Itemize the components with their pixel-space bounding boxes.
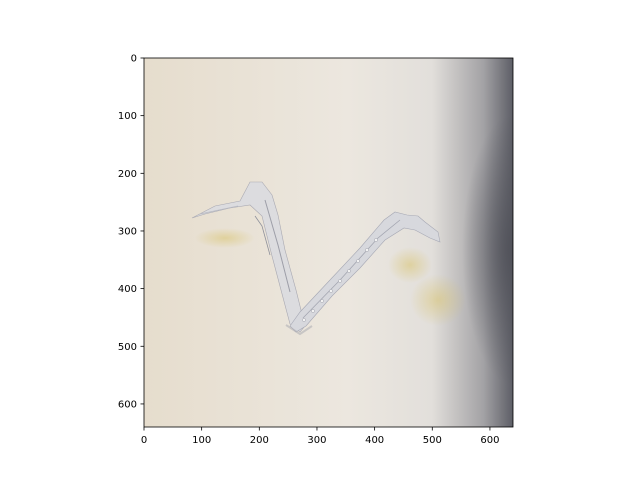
x-tick-label: 300	[307, 435, 326, 446]
x-tick-label: 400	[365, 435, 384, 446]
y-tick-label: 200	[118, 169, 137, 180]
x-axis: 0 100 200 300 400 500 600	[141, 427, 499, 446]
y-tick-label: 500	[118, 342, 137, 353]
x-tick-label: 200	[250, 435, 269, 446]
x-tick-label: 0	[141, 435, 147, 446]
y-tick-label: 300	[118, 226, 137, 237]
y-tick-label: 100	[118, 111, 137, 122]
y-tick-label: 600	[118, 399, 137, 410]
axes-frame	[143, 57, 514, 428]
y-axis: 0 100 200 300 400 500 600	[118, 54, 144, 410]
y-tick-label: 400	[118, 284, 137, 295]
x-tick-label: 500	[423, 435, 442, 446]
photo-image	[144, 58, 513, 427]
x-tick-label: 600	[480, 435, 499, 446]
y-tick-label: 0	[131, 54, 137, 65]
x-tick-label: 100	[192, 435, 211, 446]
